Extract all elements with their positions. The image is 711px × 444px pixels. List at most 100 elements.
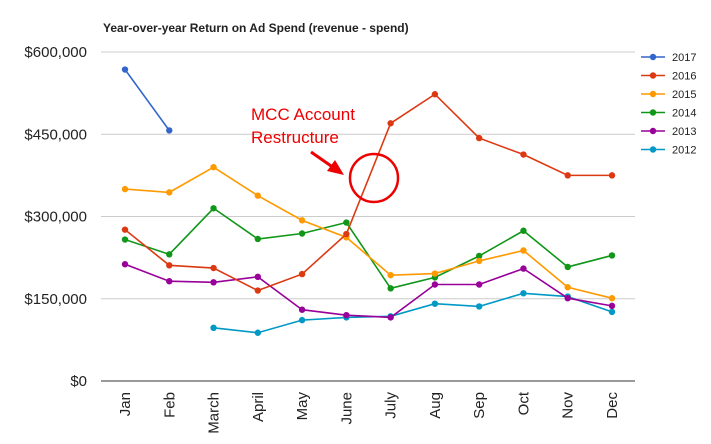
x-tick-label: March: [206, 392, 223, 434]
data-point: [121, 66, 129, 73]
data-point: [343, 230, 350, 238]
data-point: [254, 192, 262, 199]
data-point: [431, 300, 439, 307]
data-point: [520, 151, 527, 158]
data-point: [431, 281, 439, 288]
data-point: [298, 270, 306, 278]
data-point: [298, 230, 306, 237]
data-point: [254, 235, 262, 243]
data-point: [520, 247, 527, 254]
data-point: [475, 252, 483, 260]
x-tick-label: Aug: [427, 392, 444, 419]
annotation: MCC Account Restructure: [251, 105, 400, 204]
data-point: [254, 287, 262, 294]
data-point: [564, 172, 571, 179]
data-point: [121, 261, 129, 268]
data-point: [520, 227, 527, 234]
legend-swatch-dot: [649, 109, 657, 116]
legend-label: 2015: [672, 89, 696, 101]
legend-item-2015: 2015: [641, 89, 696, 101]
legend-label: 2017: [672, 52, 696, 64]
data-point: [387, 120, 394, 127]
data-point: [608, 252, 616, 259]
data-point: [166, 127, 173, 134]
legend-swatch-dot: [649, 72, 657, 79]
data-point: [431, 270, 439, 277]
data-point: [210, 205, 217, 212]
data-point: [564, 263, 571, 271]
series-line: [124, 263, 613, 319]
annotation-circle: [348, 152, 400, 204]
data-point: [431, 91, 439, 98]
data-point: [387, 285, 394, 292]
data-point: [166, 278, 173, 285]
data-point: [475, 303, 483, 310]
legend-item-2017: 2017: [641, 52, 696, 64]
x-tick-label: Oct: [515, 391, 532, 415]
data-point: [298, 217, 306, 224]
data-point: [608, 308, 616, 316]
data-point: [608, 172, 616, 179]
data-point: [254, 273, 262, 281]
series-line: [213, 292, 613, 334]
x-axis: Jan Feb March April May June July Aug Sep Oct Nov D…: [117, 391, 621, 434]
data-point: [343, 219, 350, 226]
x-tick-label: Feb: [161, 392, 178, 418]
series-2012: [210, 290, 616, 336]
data-point: [608, 302, 616, 310]
legend-label: 2014: [672, 108, 696, 120]
data-point: [520, 290, 527, 297]
series-2014: [121, 205, 616, 292]
data-point: [166, 262, 173, 269]
data-point: [475, 281, 483, 288]
legend-item-2014: 2014: [641, 108, 696, 120]
series-line: [124, 69, 170, 131]
data-point: [210, 163, 217, 171]
data-point: [254, 329, 262, 336]
legend-swatch-dot: [649, 90, 657, 98]
series-2016: [121, 91, 616, 294]
x-tick-label: April: [250, 392, 267, 422]
x-tick-label: June: [338, 392, 355, 425]
data-point: [210, 279, 217, 286]
data-point: [343, 312, 350, 319]
x-tick-label: Nov: [560, 392, 577, 419]
y-tick-label: $150,000: [24, 291, 87, 308]
data-point: [387, 314, 394, 321]
y-tick-label: $450,000: [24, 126, 87, 143]
data-point: [298, 316, 306, 324]
y-tick-label: $0: [70, 373, 87, 390]
data-point: [121, 185, 129, 193]
x-tick-label: July: [383, 392, 400, 419]
series-line: [124, 207, 613, 290]
y-tick-label: $600,000: [24, 44, 87, 61]
data-point: [564, 295, 571, 302]
data-point: [298, 306, 306, 313]
data-point: [608, 295, 616, 302]
legend-swatch-dot: [649, 53, 657, 61]
data-point: [166, 189, 173, 196]
grid: [101, 51, 635, 382]
legend-label: 2013: [672, 126, 696, 138]
series-2013: [121, 261, 616, 321]
legend-swatch-dot: [649, 146, 657, 153]
annotation-arrow-shaft: [310, 150, 335, 170]
legend-label: 2016: [672, 71, 696, 83]
y-axis: $0 $150,000 $300,000 $450,000 $600,000: [24, 44, 87, 390]
x-tick-label: Jan: [117, 392, 134, 416]
data-point: [210, 324, 217, 332]
chart-title: Year-over-year Return on Ad Spend (reven…: [103, 21, 409, 35]
annotation-line-2: Restructure: [251, 128, 339, 147]
x-tick-label: Sep: [471, 392, 488, 419]
legend: 2017 2016 2015 2014 2013 2012: [641, 52, 696, 157]
legend-label: 2012: [672, 145, 696, 157]
y-tick-label: $300,000: [24, 209, 87, 226]
legend-item-2013: 2013: [641, 126, 696, 138]
legend-swatch-dot: [649, 127, 657, 135]
data-point: [210, 264, 217, 272]
series-line: [124, 166, 613, 299]
x-tick-label: May: [294, 392, 311, 421]
data-point: [475, 134, 483, 142]
data-point: [121, 226, 129, 233]
